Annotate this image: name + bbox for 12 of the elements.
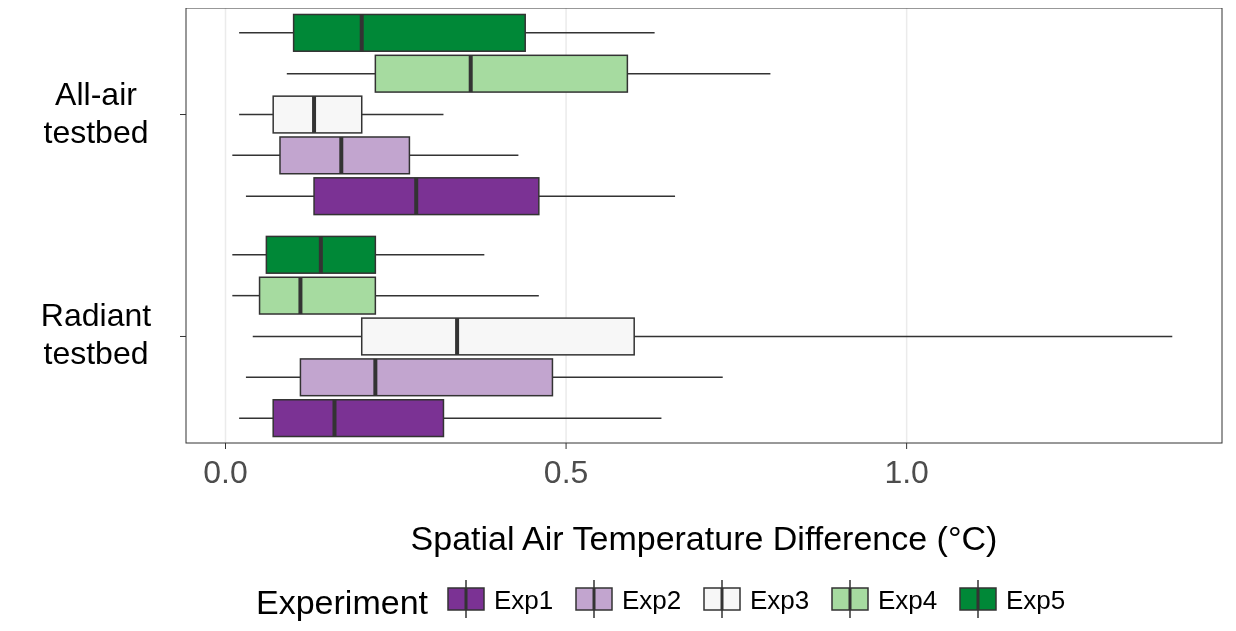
legend-title: Experiment <box>256 583 429 621</box>
legend-label: Exp2 <box>622 585 682 615</box>
legend-label: Exp3 <box>750 585 810 615</box>
legend-label: Exp5 <box>1006 585 1066 615</box>
x-axis-title: Spatial Air Temperature Difference (°C) <box>410 519 998 557</box>
legend-label: Exp4 <box>878 585 938 615</box>
legend-label: Exp1 <box>494 585 554 615</box>
x-tick-label: 0.0 <box>203 454 248 490</box>
y-tick-label: All-air testbed <box>43 75 149 150</box>
x-tick-label: 0.5 <box>543 454 589 490</box>
x-tick-label: 1.0 <box>884 454 929 490</box>
y-tick-label: Radiant testbed <box>40 297 152 372</box>
